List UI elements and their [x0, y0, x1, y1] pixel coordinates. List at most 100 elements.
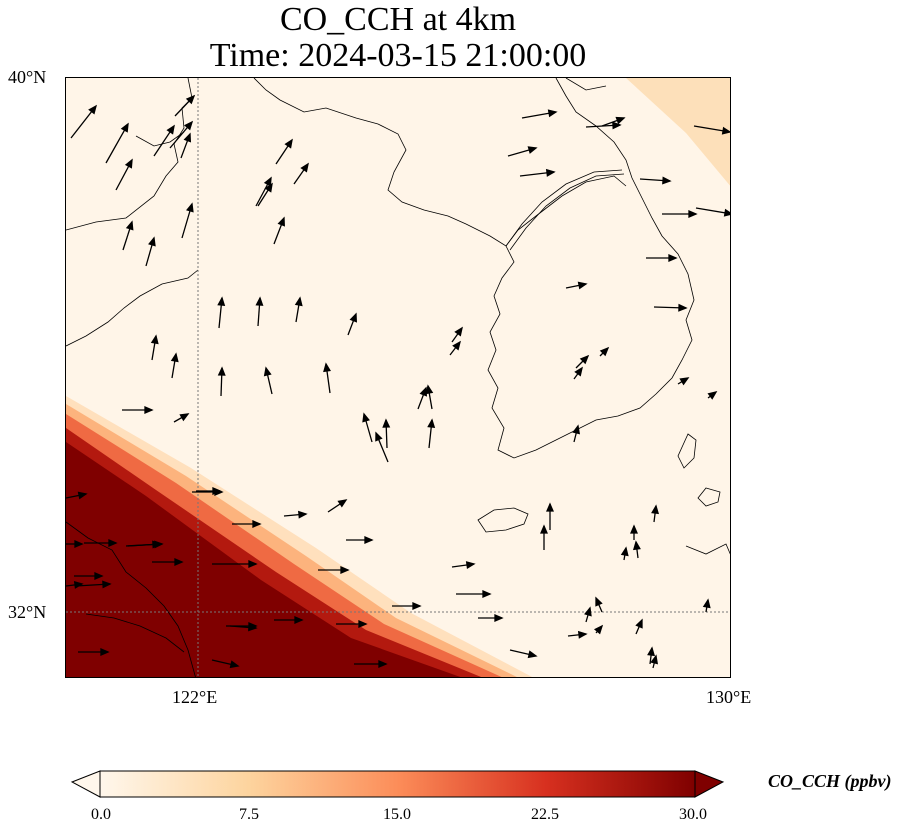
wind-vector-head: [574, 366, 583, 377]
wind-vector-head: [452, 340, 462, 351]
wind-vector-head: [668, 254, 678, 262]
colorbar-svg: [70, 770, 725, 798]
wind-vector-head: [545, 168, 556, 177]
wind-vector-head: [540, 524, 548, 534]
wind-vector-head: [170, 352, 179, 363]
wind-vector-head: [248, 623, 258, 632]
wind-vector-head: [527, 650, 538, 659]
coastline-jiangsu: [66, 521, 196, 677]
wind-vector-head: [77, 491, 88, 500]
title-line-1: CO_CCH at 4km: [279, 1, 517, 38]
figure-title: CO_CCH at 4km Time: 2024-03-15 21:00:00: [65, 2, 731, 74]
coastline-shandong-north: [66, 269, 199, 347]
colorbar-tick-0: 0.0: [91, 806, 111, 823]
wind-vectors: [66, 94, 730, 669]
colorbar-tick-4: 30.0: [679, 806, 707, 823]
wind-vector-head: [527, 146, 538, 154]
wind-vector-head: [217, 366, 226, 376]
wind-vector-head: [593, 624, 604, 635]
wind-vector-head: [166, 124, 175, 135]
wind-vector-head: [264, 182, 273, 193]
wind-vector-head: [427, 418, 436, 429]
wind-vector-head: [572, 424, 581, 435]
wind-vector-head: [125, 220, 134, 231]
wind-vector-head: [144, 406, 154, 414]
coastline-north-korea-top: [565, 78, 607, 91]
wind-vector-head: [612, 121, 622, 130]
wind-vector-head: [214, 488, 224, 496]
lat-tick-32n: 32°N: [8, 602, 47, 622]
wind-vector-head: [362, 412, 370, 423]
wind-vector-head: [547, 109, 558, 118]
border-line-1: [505, 169, 623, 247]
wind-vector-head: [620, 546, 629, 557]
wind-vector-head: [102, 580, 112, 589]
wind-vector-head: [120, 122, 129, 133]
wind-vector-head: [635, 618, 643, 629]
wind-vector-head: [688, 210, 698, 218]
wind-vector-head: [94, 572, 104, 580]
colorbar-gradient: [99, 770, 696, 798]
wind-vector-head: [364, 536, 374, 544]
wind-vector-head: [252, 520, 262, 528]
wind-vector-head: [217, 296, 226, 307]
wind-vector-head: [108, 539, 118, 547]
wind-vector-head: [454, 326, 463, 337]
wind-vector-head: [678, 303, 688, 312]
wind-vector-head: [647, 646, 656, 657]
kyushu-coast-1: [697, 487, 721, 507]
wind-vector-head: [599, 346, 610, 357]
wind-vector-head: [323, 362, 331, 373]
colorbar: [70, 770, 725, 804]
wind-vector-head: [277, 216, 285, 227]
wind-vector-head: [632, 540, 641, 551]
wind-vector-head: [382, 418, 391, 428]
wind-vector-head: [255, 296, 264, 306]
wind-vector-head: [294, 616, 304, 624]
title-line-2: Time: 2024-03-15 21:00:00: [209, 37, 587, 74]
kyushu-coast-2: [685, 543, 730, 555]
wind-vector-head: [100, 648, 110, 656]
wind-vector-head: [494, 614, 504, 622]
lat-tick-40n: 40°N: [8, 67, 47, 87]
colorbar-tick-3: 22.5: [531, 806, 559, 823]
yangtze-estuary: [85, 613, 185, 653]
map-panel: [65, 77, 731, 678]
wind-vector-head: [186, 202, 194, 213]
wind-vector-head: [419, 386, 428, 397]
wind-vector-head: [298, 510, 308, 519]
wind-vector-head: [73, 580, 84, 589]
colorbar-tick-2: 15.0: [383, 806, 411, 823]
jeju-island: [477, 507, 529, 533]
wind-vector-head: [425, 384, 434, 395]
wind-vector-head: [74, 540, 84, 548]
wind-vector-head: [184, 120, 194, 131]
gridlines: [66, 78, 730, 677]
wind-vector-head: [284, 138, 293, 149]
wind-vector-head: [148, 236, 156, 247]
wind-vector-head: [630, 524, 638, 534]
wind-vector-head: [248, 560, 258, 568]
wind-vector-head: [615, 116, 626, 125]
wind-vector-head: [300, 162, 309, 173]
wind-vector-head: [349, 312, 358, 323]
wind-vector-head: [378, 660, 388, 668]
wind-vector-head: [702, 598, 711, 609]
wind-vector-head: [721, 126, 730, 135]
tsushima-island: [677, 433, 697, 469]
coastline-korea: [487, 78, 695, 459]
wind-vector-head: [465, 561, 476, 569]
wind-vector-head: [723, 208, 730, 217]
wind-vector-head: [650, 654, 659, 665]
wind-vector-head: [263, 176, 272, 187]
border-line-2: [509, 173, 625, 251]
wind-vector-head: [229, 660, 240, 669]
colorbar-label: CO_CCH (ppbv): [768, 771, 892, 791]
wind-vector-head: [294, 296, 303, 307]
wind-vector-head: [412, 602, 422, 610]
wind-vector-head: [546, 502, 554, 512]
wind-vector-head: [482, 590, 492, 598]
colorbar-extend-min: [70, 770, 101, 798]
wind-vector-head: [174, 558, 184, 566]
wind-vector-head: [185, 94, 196, 105]
